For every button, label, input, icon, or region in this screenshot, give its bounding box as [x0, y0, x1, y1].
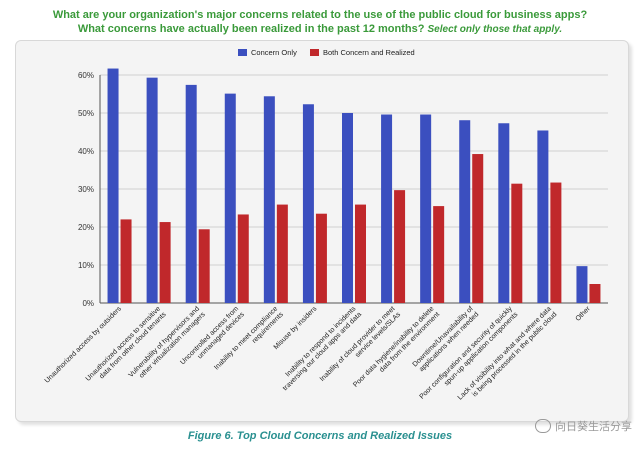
bar-concern-and-realized — [550, 182, 562, 303]
bar-concern-only — [224, 93, 236, 304]
bar-concern-only — [302, 104, 314, 303]
bar-concern-only — [185, 84, 197, 303]
y-tick-label: 10% — [78, 261, 94, 270]
figure-caption: Figure 6. Top Cloud Concerns and Realize… — [187, 430, 453, 442]
y-tick-label: 40% — [78, 147, 94, 156]
bar-concern-and-realized — [355, 204, 366, 303]
y-tick-label: 60% — [78, 71, 94, 80]
wechat-icon — [535, 419, 551, 433]
bar-concern-and-realized — [433, 206, 445, 303]
bar-concern-only — [381, 114, 393, 304]
bar-concern-and-realized — [394, 190, 406, 303]
chart-title: What are your organization's major conce… — [0, 8, 640, 37]
x-tick-label: Other — [575, 305, 593, 323]
y-tick-label: 30% — [78, 185, 94, 194]
legend-label: Both Concern and Realized — [323, 48, 415, 57]
bar-concern-only — [576, 266, 588, 303]
title-line-2-instruction: Select only those that apply. — [427, 24, 563, 35]
watermark-text: 向日葵生活分享 — [555, 421, 632, 433]
y-tick-label: 0% — [82, 299, 94, 308]
bar-concern-and-realized — [276, 204, 288, 303]
bar-concern-and-realized — [198, 229, 210, 303]
title-line-1: What are your organization's major conce… — [52, 9, 588, 21]
legend-label: Concern Only — [251, 48, 297, 57]
bar-concern-only — [459, 120, 471, 303]
bar-concern-only — [146, 77, 158, 303]
bar-concern-and-realized — [589, 284, 601, 303]
bar-concern-only — [107, 68, 119, 303]
bar-concern-only — [420, 114, 432, 304]
bar-concern-and-realized — [472, 154, 484, 303]
bar-concern-only — [537, 130, 549, 303]
bar-concern-and-realized — [511, 183, 523, 303]
bar-concern-only — [342, 113, 353, 303]
x-tick-label: Unauthorized access by outsiders — [44, 305, 124, 385]
legend-swatch — [310, 49, 319, 56]
title-line-2-main: What concerns have actually been realize… — [77, 23, 425, 35]
bar-concern-and-realized — [120, 219, 132, 303]
bar-concern-only — [263, 96, 275, 303]
title-line-2: What concerns have actually been realize… — [0, 22, 640, 37]
y-tick-label: 50% — [78, 109, 94, 118]
bar-concern-and-realized — [315, 213, 327, 303]
y-tick-label: 20% — [78, 223, 94, 232]
bar-concern-and-realized — [159, 222, 171, 303]
bar-concern-and-realized — [237, 214, 249, 303]
watermark: 向日葵生活分享 — [535, 418, 632, 434]
legend-swatch — [238, 49, 247, 56]
bar-concern-only — [498, 123, 510, 303]
